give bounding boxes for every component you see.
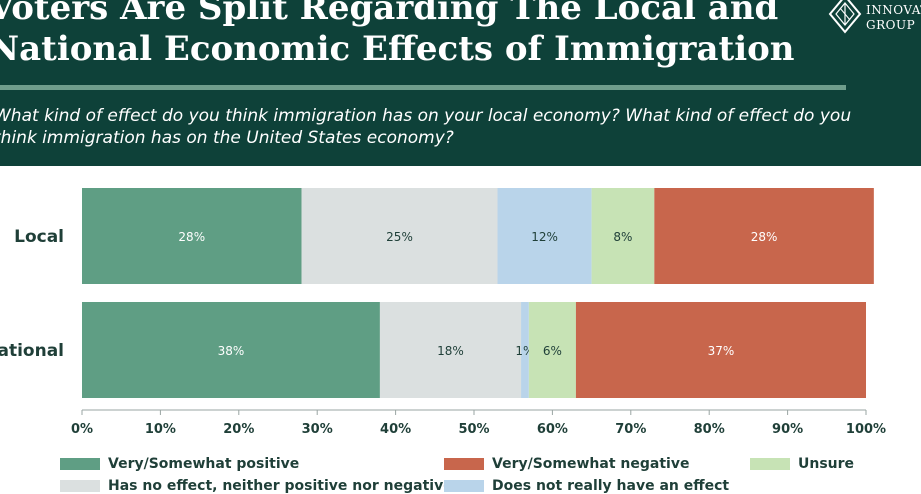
legend-label: Very/Somewhat positive bbox=[108, 456, 300, 472]
data-label: 28% bbox=[751, 230, 778, 244]
legend-swatch bbox=[444, 458, 484, 470]
category-label: National bbox=[0, 341, 64, 361]
legend-swatch bbox=[750, 458, 790, 470]
x-tick-label: 70% bbox=[615, 422, 646, 437]
x-tick-label: 80% bbox=[694, 422, 725, 437]
data-label: 8% bbox=[613, 230, 632, 244]
x-tick-label: 40% bbox=[380, 422, 411, 437]
bar-segment bbox=[528, 302, 576, 398]
legend-swatch bbox=[444, 480, 484, 492]
data-label: 38% bbox=[218, 344, 245, 358]
x-tick-label: 0% bbox=[71, 422, 93, 437]
bar-segment bbox=[654, 188, 874, 284]
legend-swatch bbox=[60, 458, 100, 470]
legend-label: Does not really have an effect bbox=[492, 478, 730, 494]
company-logo: INNOVATION GROUP bbox=[828, 0, 921, 40]
bar-segment bbox=[497, 188, 592, 284]
title-divider bbox=[0, 85, 846, 90]
legend-label: Has no effect, neither positive nor nega… bbox=[108, 478, 453, 494]
bar-segment bbox=[575, 302, 866, 398]
question-text: What kind of effect do you think immigra… bbox=[0, 106, 852, 148]
data-label: 18% bbox=[437, 344, 464, 358]
chart-legend: Very/Somewhat positive Very/Somewhat nega… bbox=[0, 452, 921, 494]
category-label: Local bbox=[14, 227, 64, 247]
logo-text: INNOVATION GROUP bbox=[866, 3, 921, 32]
x-tick-label: 90% bbox=[772, 422, 803, 437]
bar-segment bbox=[591, 188, 655, 284]
x-tick-label: 30% bbox=[302, 422, 333, 437]
bar-segment bbox=[82, 302, 380, 398]
bar-segment bbox=[301, 188, 498, 284]
page-title: Voters Are Split Regarding The Local and… bbox=[0, 0, 795, 69]
data-label: 28% bbox=[178, 230, 205, 244]
stacked-bar-chart: Local28%25%12%8%28%National38%18%1%6%37%… bbox=[0, 188, 886, 437]
legend-label: Very/Somewhat negative bbox=[492, 456, 690, 472]
header-banner: Voters Are Split Regarding The Local and… bbox=[0, 0, 921, 166]
x-tick-label: 60% bbox=[537, 422, 568, 437]
x-tick-label: 100% bbox=[846, 422, 886, 437]
x-tick-label: 10% bbox=[145, 422, 176, 437]
data-label: 25% bbox=[386, 230, 413, 244]
bar-segment bbox=[521, 302, 529, 398]
logo-diamond-icon bbox=[828, 0, 862, 34]
data-label: 37% bbox=[708, 344, 735, 358]
data-label: 6% bbox=[543, 344, 562, 358]
x-tick-label: 50% bbox=[458, 422, 489, 437]
bar-segment bbox=[82, 188, 302, 284]
data-label: 12% bbox=[531, 230, 558, 244]
x-tick-label: 20% bbox=[223, 422, 254, 437]
bar-segment bbox=[379, 302, 522, 398]
legend-swatch bbox=[60, 480, 100, 492]
legend-label: Unsure bbox=[798, 456, 855, 472]
